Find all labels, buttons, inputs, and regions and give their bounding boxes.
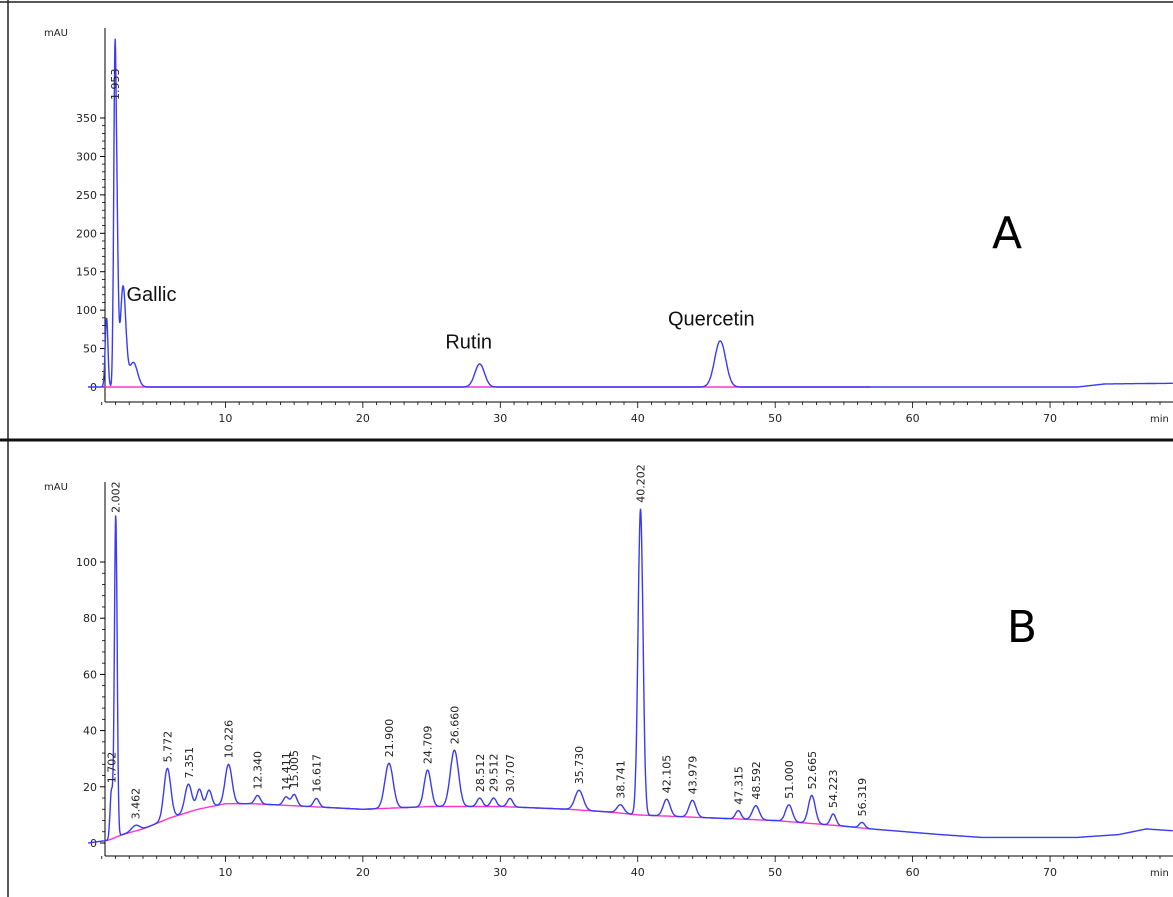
retention-time-label: 29.512 xyxy=(488,754,501,793)
compound-annotation: Rutin xyxy=(445,332,492,354)
retention-time-label: 51.000 xyxy=(783,760,796,799)
y-tick-label: 350 xyxy=(76,112,97,125)
y-tick-label: 80 xyxy=(83,612,97,625)
retention-time-label: 16.617 xyxy=(310,754,323,793)
retention-time-label: 40.202 xyxy=(635,464,648,503)
signal-trace xyxy=(87,508,1173,844)
x-tick-label: 10 xyxy=(218,412,232,425)
baseline-trace xyxy=(104,803,871,842)
x-tick-label: 70 xyxy=(1043,412,1057,425)
x-tick-label: 60 xyxy=(906,866,920,879)
y-tick-label: 60 xyxy=(83,668,97,681)
x-tick-label: 50 xyxy=(768,866,782,879)
retention-time-label: 56.319 xyxy=(856,778,869,817)
x-tick-label: 10 xyxy=(218,866,232,879)
y-tick-label: 20 xyxy=(83,781,97,794)
retention-time-label: 7.351 xyxy=(183,747,196,779)
retention-time-label: 12.340 xyxy=(252,751,265,790)
x-tick-label: 30 xyxy=(493,412,507,425)
panel-letter: B xyxy=(1007,602,1037,653)
x-tick-label: 50 xyxy=(768,412,782,425)
retention-time-label: 5.772 xyxy=(161,731,174,763)
retention-time-label: 47.315 xyxy=(732,766,745,805)
y-tick-label: 100 xyxy=(76,556,97,569)
y-axis-unit-label: mAU xyxy=(44,482,68,493)
retention-time-label: 43.979 xyxy=(686,756,699,795)
retention-time-label: 54.223 xyxy=(827,770,840,809)
retention-time-label: 35.730 xyxy=(573,746,586,785)
retention-time-label: 42.105 xyxy=(661,755,674,794)
y-tick-label: 0 xyxy=(90,837,97,850)
compound-annotation: Gallic xyxy=(126,284,176,306)
retention-time-label: 3.462 xyxy=(130,788,143,820)
x-tick-label: 60 xyxy=(906,412,920,425)
retention-time-label: 15.005 xyxy=(288,750,301,789)
x-tick-label: 20 xyxy=(356,412,370,425)
compound-annotation: Quercetin xyxy=(668,309,755,331)
retention-time-label: 1.702 xyxy=(105,752,118,784)
retention-time-label: 1.953 xyxy=(109,68,122,100)
retention-time-label: 52.665 xyxy=(806,751,819,790)
y-tick-label: 150 xyxy=(76,266,97,279)
y-tick-label: 200 xyxy=(76,227,97,240)
retention-time-label: 30.707 xyxy=(504,754,517,793)
panel-letter: A xyxy=(992,208,1022,259)
y-tick-label: 50 xyxy=(83,343,97,356)
retention-time-label: 28.512 xyxy=(474,754,487,793)
retention-time-label: 10.226 xyxy=(223,720,236,759)
y-axis-unit-label: mAU xyxy=(44,28,68,39)
x-tick-label: 30 xyxy=(493,866,507,879)
retention-time-label: 21.900 xyxy=(383,719,396,758)
y-tick-label: 40 xyxy=(83,725,97,738)
retention-time-label: 14.411 xyxy=(280,752,293,791)
retention-time-label: 2.002 xyxy=(110,481,123,513)
y-tick-label: 300 xyxy=(76,150,97,163)
retention-time-label: 24.709 xyxy=(422,726,435,765)
x-tick-label: 40 xyxy=(631,866,645,879)
y-tick-label: 250 xyxy=(76,189,97,202)
retention-time-label: 38.741 xyxy=(614,760,627,799)
x-tick-label: 20 xyxy=(356,866,370,879)
x-axis-unit-label: min xyxy=(1150,868,1169,879)
x-tick-label: 70 xyxy=(1043,866,1057,879)
signal-trace xyxy=(88,38,1173,388)
x-tick-label: 40 xyxy=(631,412,645,425)
x-axis-unit-label: min xyxy=(1150,414,1169,425)
chromatogram-panel-b: mAU 0 20 40 60 80 100 10 20 30 40 50 60 70 min 1.702 2.0… xyxy=(44,464,1173,879)
y-tick-label: 100 xyxy=(76,304,97,317)
retention-time-label: 48.592 xyxy=(750,761,763,800)
retention-time-label: 26.660 xyxy=(448,706,461,745)
